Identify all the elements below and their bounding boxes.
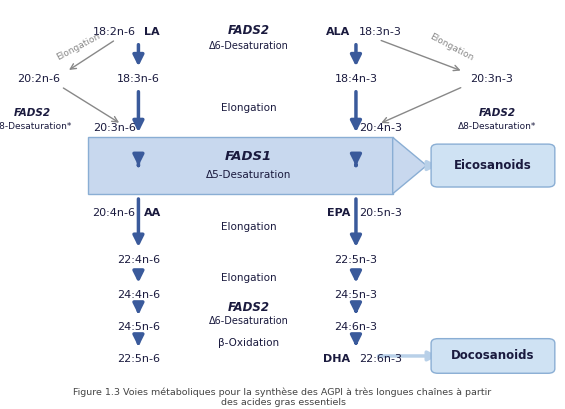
Text: 20:5n-3: 20:5n-3 [359,208,402,218]
Text: 24:5n-6: 24:5n-6 [117,322,160,333]
Text: FADS1: FADS1 [225,150,272,163]
Text: Δ5-Desaturation: Δ5-Desaturation [206,170,292,180]
Text: 22:5n-6: 22:5n-6 [117,354,160,364]
Text: 24:4n-6: 24:4n-6 [117,290,160,300]
Text: Δ6-Desaturation: Δ6-Desaturation [208,41,289,51]
Text: 22:6n-3: 22:6n-3 [359,354,402,364]
Polygon shape [393,137,427,194]
Text: 20:2n-6: 20:2n-6 [17,74,60,84]
Text: LA: LA [144,27,160,37]
Text: Elongation: Elongation [221,272,276,283]
Text: Δ8-Desaturation*: Δ8-Desaturation* [458,121,536,130]
Text: Elongation: Elongation [55,32,101,62]
Text: 24:5n-3: 24:5n-3 [334,290,377,300]
Text: 18:3n-3: 18:3n-3 [359,27,402,37]
Text: FADS2: FADS2 [228,301,270,314]
Text: 20:4n-3: 20:4n-3 [359,123,402,133]
Text: 20:3n-6: 20:3n-6 [93,123,136,133]
FancyBboxPatch shape [431,339,555,373]
FancyBboxPatch shape [431,144,555,187]
Text: Eicosanoids: Eicosanoids [454,159,532,172]
Text: 22:4n-6: 22:4n-6 [117,255,160,265]
Text: Elongation: Elongation [429,32,475,62]
Text: AA: AA [144,208,162,218]
Text: DHA: DHA [323,354,350,364]
Text: 22:5n-3: 22:5n-3 [334,255,377,265]
Text: FADS2: FADS2 [14,108,51,118]
FancyBboxPatch shape [88,137,393,194]
Text: ALA: ALA [326,27,350,37]
Text: FADS2: FADS2 [228,24,270,36]
Text: Figure 1.3 Voies métaboliques pour la synthèse des AGPI à très longues chaînes à: Figure 1.3 Voies métaboliques pour la sy… [73,387,492,407]
Text: Δ8-Desaturation*: Δ8-Desaturation* [0,121,72,130]
Text: 24:6n-3: 24:6n-3 [334,322,377,333]
Text: 18:3n-6: 18:3n-6 [117,74,160,84]
Text: 20:4n-6: 20:4n-6 [93,208,136,218]
Text: β-Oxidation: β-Oxidation [218,338,279,348]
Text: Elongation: Elongation [221,222,276,232]
Text: Docosanoids: Docosanoids [451,349,534,362]
Text: Δ6-Desaturation: Δ6-Desaturation [208,316,289,326]
Text: EPA: EPA [327,208,350,218]
Text: 20:3n-3: 20:3n-3 [470,74,513,84]
Text: 18:4n-3: 18:4n-3 [334,74,377,84]
Text: FADS2: FADS2 [479,108,516,118]
Text: 18:2n-6: 18:2n-6 [93,27,136,37]
Text: Elongation: Elongation [221,103,276,113]
